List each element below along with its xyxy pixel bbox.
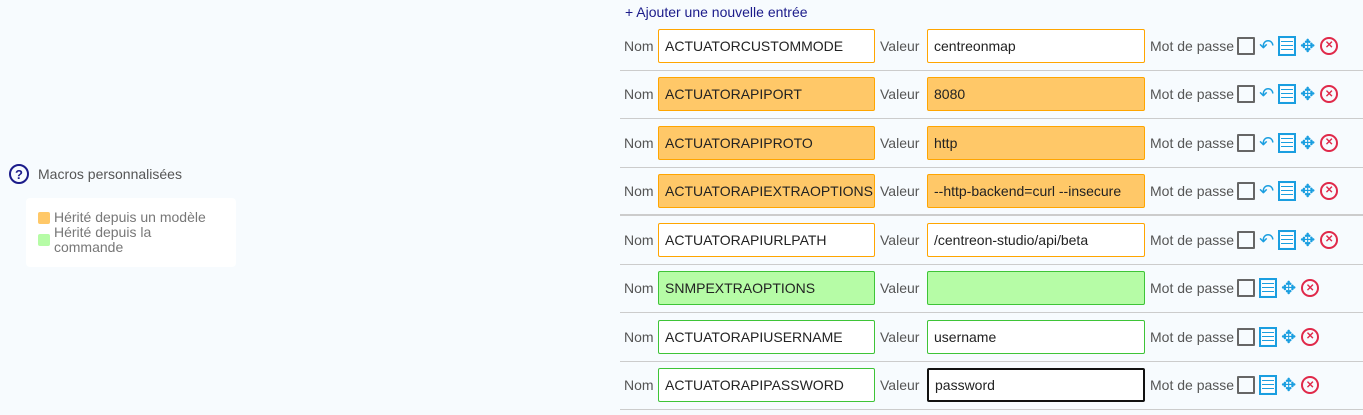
password-checkbox[interactable] (1237, 230, 1256, 249)
name-label: Nom (624, 328, 654, 345)
delete-icon[interactable]: ✕ (1301, 327, 1320, 346)
macro-row: Nom ACTUATORAPIEXTRAOPTIONS Valeur --htt… (620, 168, 1363, 216)
password-label: Mot de passe (1150, 328, 1235, 345)
legend-item-command: Hérité depuis la commande (38, 225, 224, 255)
value-label: Valeur (880, 280, 920, 297)
password-label: Mot de passe (1150, 280, 1235, 297)
macro-name-input[interactable]: ACTUATORCUSTOMMODE (658, 28, 875, 63)
delete-icon[interactable]: ✕ (1301, 376, 1320, 395)
move-icon[interactable]: ✥ (1300, 229, 1316, 250)
value-label: Valeur (880, 377, 920, 394)
macro-value-input[interactable]: 8080 (927, 77, 1145, 112)
undo-icon[interactable]: ↶ (1259, 35, 1275, 56)
delete-icon[interactable]: ✕ (1320, 85, 1339, 104)
undo-icon[interactable]: ↶ (1259, 132, 1275, 153)
undo-icon[interactable]: ↶ (1259, 84, 1275, 105)
description-icon[interactable] (1259, 278, 1278, 299)
macro-row: Nom SNMPEXTRAOPTIONS Valeur Mot de passe… (620, 265, 1363, 313)
custom-macros-section: ? Macros personnalisées Hérité depuis un … (9, 164, 236, 267)
name-label: Nom (624, 231, 654, 248)
legend-swatch (38, 211, 50, 224)
macro-name-input[interactable]: ACTUATORAPIURLPATH (658, 222, 875, 257)
move-icon[interactable]: ✥ (1281, 375, 1297, 396)
legend-label: Hérité depuis un modèle (54, 209, 206, 225)
name-label: Nom (624, 280, 654, 297)
move-icon[interactable]: ✥ (1300, 132, 1316, 153)
value-label: Valeur (880, 86, 920, 103)
macro-value-input[interactable]: /centreon-studio/api/beta (927, 222, 1145, 257)
move-icon[interactable]: ✥ (1281, 326, 1297, 347)
password-checkbox[interactable] (1237, 181, 1256, 200)
delete-icon[interactable]: ✕ (1320, 230, 1339, 249)
macro-row: Nom ACTUATORCUSTOMMODE Valeur centreonma… (620, 22, 1363, 71)
move-icon[interactable]: ✥ (1300, 35, 1316, 56)
legend-item-template: Hérité depuis un modèle (38, 210, 224, 225)
delete-icon[interactable]: ✕ (1320, 133, 1339, 152)
move-icon[interactable]: ✥ (1281, 278, 1297, 299)
description-icon[interactable] (1278, 84, 1297, 105)
value-label: Valeur (880, 134, 920, 151)
value-label: Valeur (880, 231, 920, 248)
macro-list: Nom ACTUATORCUSTOMMODE Valeur centreonma… (620, 22, 1363, 410)
macro-name-input[interactable]: SNMPEXTRAOPTIONS (658, 271, 875, 306)
move-icon[interactable]: ✥ (1300, 180, 1316, 201)
delete-icon[interactable]: ✕ (1320, 181, 1339, 200)
description-icon[interactable] (1259, 326, 1278, 347)
legend: Hérité depuis un modèle Hérité depuis la… (26, 198, 236, 267)
help-icon[interactable]: ? (9, 164, 29, 184)
password-checkbox[interactable] (1237, 327, 1256, 346)
macro-value-input[interactable]: password (927, 368, 1145, 403)
legend-label: Hérité depuis la commande (53, 224, 152, 255)
description-icon[interactable] (1278, 229, 1297, 250)
name-label: Nom (624, 86, 654, 103)
description-icon[interactable] (1259, 375, 1278, 396)
macro-value-input[interactable]: http (927, 125, 1145, 160)
macro-value-input[interactable]: --http-backend=curl --insecure (927, 173, 1145, 208)
password-label: Mot de passe (1150, 37, 1235, 54)
name-label: Nom (624, 182, 654, 199)
macro-name-input[interactable]: ACTUATORAPIUSERNAME (658, 319, 875, 354)
value-label: Valeur (880, 37, 920, 54)
macro-name-input[interactable]: ACTUATORAPIPASSWORD (658, 368, 875, 403)
password-checkbox[interactable] (1237, 279, 1256, 298)
password-label: Mot de passe (1150, 182, 1235, 199)
macro-name-input[interactable]: ACTUATORAPIPORT (658, 77, 875, 112)
macro-row: Nom ACTUATORAPIURLPATH Valeur /centreon-… (620, 216, 1363, 265)
value-label: Valeur (880, 182, 920, 199)
macro-row: Nom ACTUATORAPIPROTO Valeur http Mot de … (620, 119, 1363, 168)
password-checkbox[interactable] (1237, 36, 1256, 55)
macro-value-input[interactable]: username (927, 319, 1145, 354)
move-icon[interactable]: ✥ (1300, 84, 1316, 105)
section-title: Macros personnalisées (38, 166, 182, 182)
macro-value-input[interactable] (927, 271, 1145, 306)
password-label: Mot de passe (1150, 231, 1235, 248)
legend-swatch (38, 234, 50, 246)
password-label: Mot de passe (1150, 86, 1235, 103)
value-label: Valeur (880, 328, 920, 345)
name-label: Nom (624, 37, 654, 54)
macro-row: Nom ACTUATORAPIUSERNAME Valeur username … (620, 313, 1363, 362)
macro-value-input[interactable]: centreonmap (927, 28, 1145, 63)
delete-icon[interactable]: ✕ (1301, 279, 1320, 298)
macro-name-input[interactable]: ACTUATORAPIPROTO (658, 125, 875, 160)
name-label: Nom (624, 134, 654, 151)
description-icon[interactable] (1278, 180, 1297, 201)
undo-icon[interactable]: ↶ (1259, 229, 1275, 250)
password-label: Mot de passe (1150, 377, 1235, 394)
macro-row: Nom ACTUATORAPIPASSWORD Valeur password … (620, 362, 1363, 410)
delete-icon[interactable]: ✕ (1320, 36, 1339, 55)
undo-icon[interactable]: ↶ (1259, 180, 1275, 201)
password-checkbox[interactable] (1237, 133, 1256, 152)
add-entry-link[interactable]: + Ajouter une nouvelle entrée (625, 4, 808, 20)
password-label: Mot de passe (1150, 134, 1235, 151)
description-icon[interactable] (1278, 35, 1297, 56)
password-checkbox[interactable] (1237, 376, 1256, 395)
name-label: Nom (624, 377, 654, 394)
description-icon[interactable] (1278, 132, 1297, 153)
macro-name-input[interactable]: ACTUATORAPIEXTRAOPTIONS (658, 173, 875, 208)
macro-row: Nom ACTUATORAPIPORT Valeur 8080 Mot de p… (620, 71, 1363, 119)
password-checkbox[interactable] (1237, 85, 1256, 104)
